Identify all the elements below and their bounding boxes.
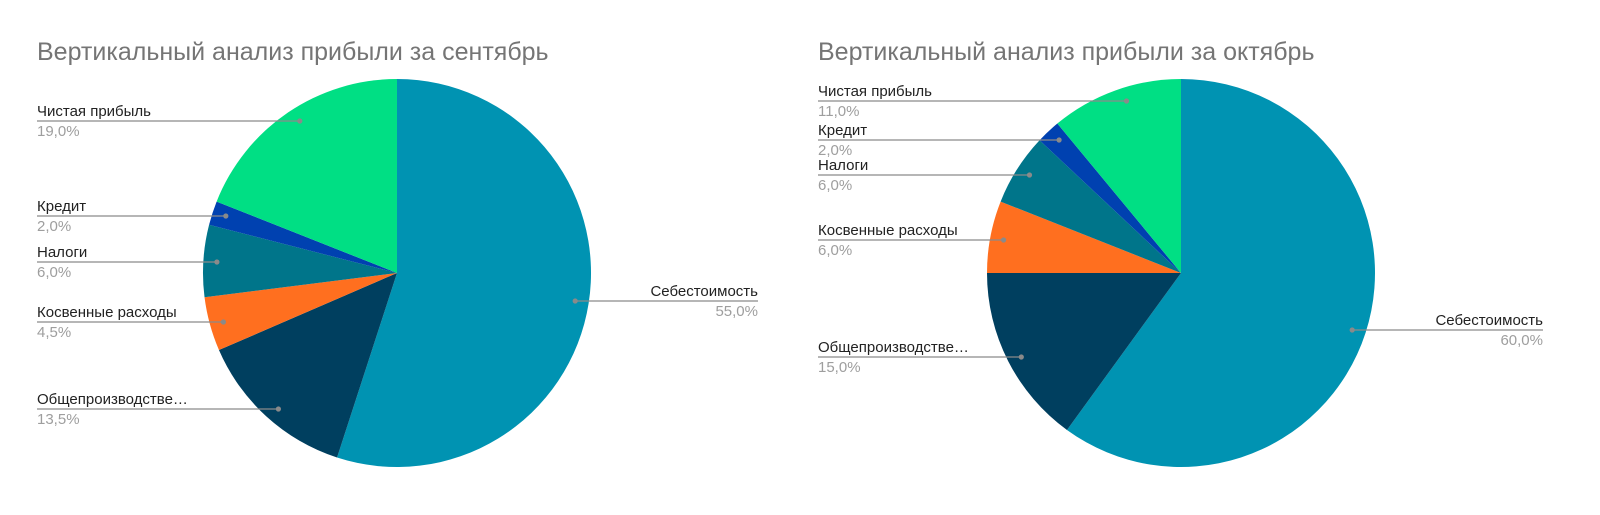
- pie-slice[interactable]: [204, 273, 397, 351]
- leader-dot: [214, 259, 220, 265]
- slice-value-label: 6,0%: [818, 242, 852, 259]
- pie-slice[interactable]: [1000, 140, 1181, 273]
- slice-value-label: 2,0%: [818, 142, 852, 159]
- leader-dot: [1349, 327, 1355, 333]
- slice-value-label: 60,0%: [1500, 332, 1543, 349]
- slice-label: Чистая прибыль: [818, 83, 932, 100]
- slice-label: Налоги: [37, 244, 87, 261]
- slice-label: Косвенные расходы: [37, 304, 177, 321]
- leader-dot: [223, 213, 229, 219]
- pie-slice[interactable]: [987, 273, 1181, 430]
- slice-value-label: 6,0%: [37, 264, 71, 281]
- slice-value-label: 2,0%: [37, 218, 71, 235]
- slice-label: Общепроизводстве…: [37, 391, 188, 408]
- slice-label: Косвенные расходы: [818, 222, 958, 239]
- leader-dot: [220, 319, 226, 325]
- slice-label: Налоги: [818, 157, 868, 174]
- slice-label: Кредит: [37, 198, 86, 215]
- slice-label: Себестоимость: [1435, 312, 1543, 329]
- pie-slice[interactable]: [1039, 123, 1181, 274]
- pie-slice[interactable]: [202, 224, 397, 298]
- slice-label: Общепроизводстве…: [818, 339, 969, 356]
- pie-slice[interactable]: [216, 78, 397, 274]
- pie-slice[interactable]: [218, 273, 397, 458]
- slice-label: Чистая прибыль: [37, 103, 151, 120]
- slice-value-label: 11,0%: [818, 103, 859, 120]
- slice-value-label: 6,0%: [818, 177, 852, 194]
- pie-slice[interactable]: [1066, 79, 1375, 468]
- chart-title-october: Вертикальный анализ прибыли за октябрь: [818, 38, 1314, 66]
- leader-dot: [572, 298, 578, 304]
- leader-dot: [1018, 354, 1024, 360]
- slice-value-label: 4,5%: [37, 324, 71, 341]
- pie-chart-0: Себестоимость 55,0% Общепроизводстве… 13,5%…: [37, 78, 758, 468]
- slice-label: Кредит: [818, 122, 867, 139]
- leader-dot: [1123, 98, 1130, 104]
- chart-title-september: Вертикальный анализ прибыли за сентябрь: [37, 38, 549, 66]
- pie-slice[interactable]: [1057, 79, 1181, 273]
- pie-slice[interactable]: [209, 201, 397, 273]
- leader-dot: [1001, 237, 1007, 243]
- pie-slice[interactable]: [987, 201, 1181, 273]
- slice-value-label: 19,0%: [37, 123, 80, 140]
- leader-dot: [1026, 172, 1033, 178]
- leader-dot: [297, 118, 303, 124]
- slice-value-label: 15,0%: [818, 359, 861, 376]
- slice-value-label: 13,5%: [37, 411, 80, 428]
- slice-value-label: 55,0%: [715, 303, 758, 320]
- pie-slice[interactable]: [337, 79, 592, 468]
- leader-dot: [1056, 137, 1062, 143]
- slice-label: Себестоимость: [650, 283, 758, 300]
- leader-dot: [275, 406, 281, 412]
- pie-chart-1: Себестоимость 60,0% Общепроизводстве… 15,0%…: [818, 79, 1543, 468]
